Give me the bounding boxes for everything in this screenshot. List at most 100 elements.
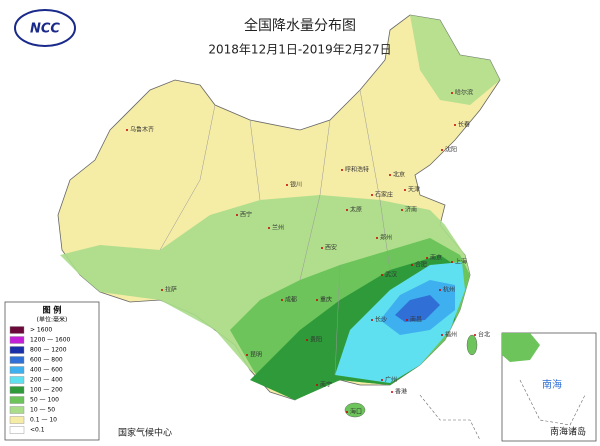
city-dot <box>321 247 323 249</box>
zone-600-800 <box>395 295 440 322</box>
legend-swatch <box>9 346 25 354</box>
city-label: 南宁 <box>320 381 332 389</box>
city-label: 广州 <box>385 376 397 384</box>
inset-sea: 南海 <box>542 378 562 391</box>
city-dot <box>474 334 476 336</box>
city-label: 南京 <box>430 254 442 262</box>
city-dot <box>346 411 348 413</box>
legend-label: 200 — 400 <box>30 377 63 384</box>
city-dot <box>381 274 383 276</box>
inset-label: 南海诸岛 <box>550 426 586 438</box>
city-label: 天津 <box>408 187 420 194</box>
city-dot <box>451 261 453 263</box>
city-dot <box>439 289 441 291</box>
legend-label: 50 — 100 <box>30 397 59 404</box>
city-label: 福州 <box>445 331 457 339</box>
city-label: 武汉 <box>385 271 397 279</box>
legend-label: <0.1 <box>30 427 45 434</box>
taiwan <box>466 334 478 356</box>
city-label: 乌鲁木齐 <box>130 126 154 134</box>
city-label: 香港 <box>395 388 407 396</box>
legend-title: 图 例 <box>43 305 62 315</box>
city-label: 哈尔滨 <box>455 89 473 97</box>
city-dot <box>391 391 393 393</box>
legend-swatch <box>9 386 25 394</box>
city-label: 银川 <box>290 181 302 189</box>
city-dot <box>451 92 453 94</box>
footer: 国家气候中心 <box>118 427 172 439</box>
zone-10-50-north <box>410 15 500 105</box>
city-label: 贵阳 <box>310 336 322 344</box>
city-dot <box>281 299 283 301</box>
legend-swatch <box>9 396 25 404</box>
city-dot <box>376 237 378 239</box>
legend-items: > 1600 1200 — 1600 800 — 1200 600 — 800 400 … <box>9 326 71 434</box>
city-dot <box>371 319 373 321</box>
legend-swatch <box>9 356 25 364</box>
city-label: 兰州 <box>272 224 284 232</box>
city-dot <box>236 214 238 216</box>
city-label: 西安 <box>325 244 337 252</box>
city-label: 西宁 <box>240 211 252 219</box>
city-label: 北京 <box>393 171 405 179</box>
legend-label: 600 — 800 <box>30 357 63 364</box>
city-dot <box>389 174 391 176</box>
legend-swatch <box>9 376 25 384</box>
city-label: 呼和浩特 <box>345 166 369 174</box>
city-dot <box>401 209 403 211</box>
legend-swatch <box>9 406 25 414</box>
city-label: 海口 <box>350 408 362 416</box>
subtitle: 2018年12月1日-2019年2月27日 <box>208 43 391 57</box>
city-dot <box>316 299 318 301</box>
city-label: 沈阳 <box>445 146 457 154</box>
city-dot <box>268 227 270 229</box>
city-label: 杭州 <box>443 286 455 294</box>
city-dot <box>316 384 318 386</box>
hainan <box>344 402 366 418</box>
logo-ring <box>14 9 76 47</box>
city-dot <box>404 189 406 191</box>
legend-label: 10 — 50 <box>30 407 55 414</box>
legend-unit: (单位:毫米) <box>37 316 68 324</box>
city-label: 合肥 <box>415 261 427 269</box>
legend-swatch <box>9 326 25 334</box>
city-label: 台北 <box>478 331 490 339</box>
city-dot <box>371 194 373 196</box>
city-label: 石家庄 <box>375 191 393 199</box>
city-label: 长沙 <box>375 316 387 324</box>
legend-swatch <box>9 426 25 434</box>
sea-border <box>419 394 481 441</box>
city-dot <box>441 334 443 336</box>
inset-land <box>502 333 540 362</box>
legend-label: 1200 — 1600 <box>30 337 71 344</box>
city-dot <box>286 184 288 186</box>
city-dot <box>406 319 408 321</box>
inset-border <box>519 379 586 426</box>
city-dot <box>346 209 348 211</box>
city-label: 上海 <box>455 258 467 266</box>
city-label: 南昌 <box>410 316 422 324</box>
title: 全国降水量分布图 <box>244 17 356 34</box>
city-dot <box>454 124 456 126</box>
city-dot <box>341 169 343 171</box>
city-label: 郑州 <box>380 234 392 242</box>
city-label: 济南 <box>405 206 417 214</box>
city-dot <box>306 339 308 341</box>
legend-label: 400 — 600 <box>30 367 63 374</box>
legend-label: 0.1 — 10 <box>30 417 57 424</box>
city-dot <box>411 264 413 266</box>
city-label: 昆明 <box>250 352 262 359</box>
legend-label: 800 — 1200 <box>30 347 67 354</box>
legend-swatch <box>9 336 25 344</box>
legend-label: 100 — 200 <box>30 387 63 394</box>
city-dot <box>441 149 443 151</box>
city-dot <box>426 257 428 259</box>
city-dot <box>161 289 163 291</box>
city-label: 太原 <box>350 206 362 214</box>
city-label: 拉萨 <box>165 286 177 294</box>
city-label: 成都 <box>285 296 297 304</box>
legend-swatch <box>9 366 25 374</box>
province-lines <box>159 89 391 376</box>
